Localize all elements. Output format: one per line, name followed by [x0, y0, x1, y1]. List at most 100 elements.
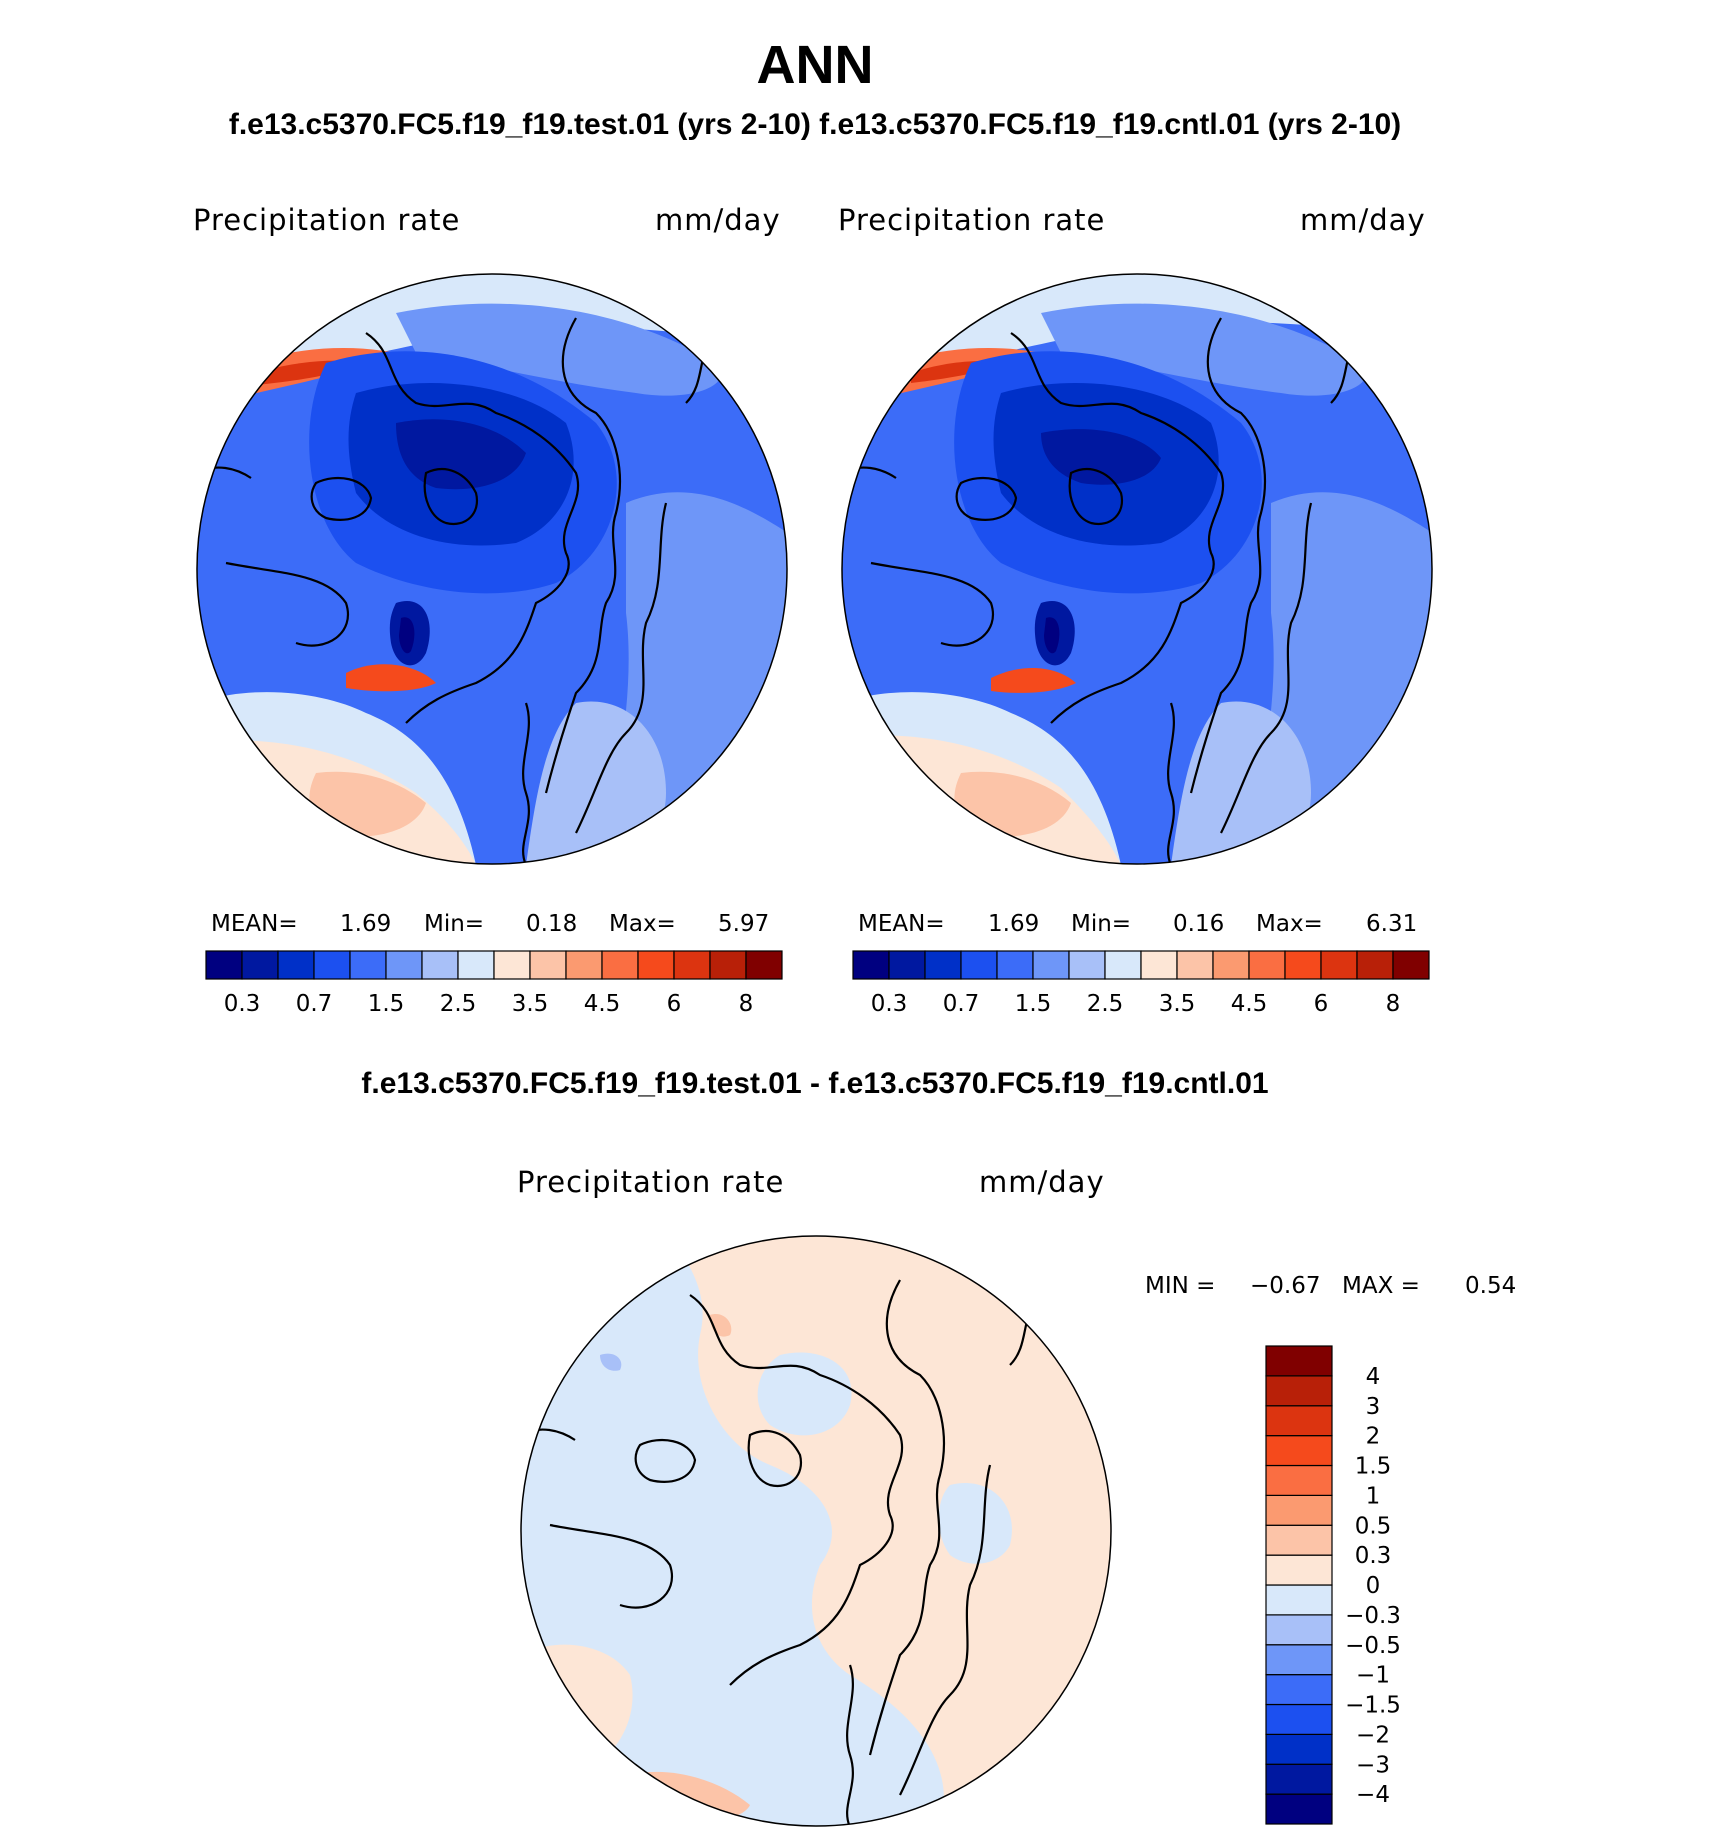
colorbar-tick-label: 1.5: [1355, 1454, 1392, 1480]
colorbar-swatch: [637, 950, 675, 980]
panel2-min-value: 0.16: [1173, 911, 1225, 937]
colorbar-swatch: [1320, 950, 1358, 980]
colorbar-swatch: [1104, 950, 1142, 980]
colorbar-swatch: [1265, 1345, 1333, 1377]
colorbar-swatch: [924, 950, 962, 980]
colorbar-swatch: [421, 950, 459, 980]
colorbar-tick-label: −3: [1356, 1752, 1390, 1778]
panel1-min-value: 0.18: [526, 911, 578, 937]
colorbar-tick-label: −0.5: [1345, 1633, 1401, 1659]
colorbar-tick-label: 0.3: [1355, 1543, 1392, 1569]
diff-max-label: MAX =: [1342, 1273, 1420, 1299]
panel2-colorbar: 0.3 0.7 1.5 2.5 3.5 4.5 6 8: [852, 950, 1430, 1017]
colorbar-tick-label: 3.5: [1159, 991, 1196, 1017]
colorbar-swatch: [1265, 1375, 1333, 1407]
colorbar-tick-label: 2.5: [440, 991, 477, 1017]
panel2-max-value: 6.31: [1366, 911, 1418, 937]
colorbar-tick-label: −0.3: [1345, 1603, 1401, 1629]
page-title: ANN: [756, 35, 874, 95]
colorbar-swatch: [457, 950, 495, 980]
colorbar-swatch: [385, 950, 423, 980]
colorbar-tick-label: 1: [1366, 1483, 1381, 1509]
panel3-units-label: mm/day: [979, 1165, 1105, 1199]
colorbar-swatch: [888, 950, 926, 980]
colorbar-tick-label: 8: [1386, 991, 1401, 1017]
colorbar-tick-label: 4.5: [584, 991, 621, 1017]
colorbar-swatch: [1265, 1494, 1333, 1526]
colorbar-swatch: [1265, 1703, 1333, 1735]
colorbar-swatch: [1265, 1554, 1333, 1586]
panel2-map: [841, 273, 1433, 865]
colorbar-swatch: [205, 950, 243, 980]
colorbar-tick-label: 1.5: [368, 991, 405, 1017]
colorbar-swatch: [996, 950, 1034, 980]
colorbar-swatch: [673, 950, 711, 980]
colorbar-swatch: [1265, 1644, 1333, 1676]
colorbar-tick-label: 0.3: [871, 991, 908, 1017]
colorbar-tick-label: 4: [1366, 1364, 1381, 1390]
colorbar-swatch: [601, 950, 639, 980]
colorbar-tick-label: 3.5: [512, 991, 549, 1017]
colorbar-tick-label: 4.5: [1231, 991, 1268, 1017]
panel2-max-label: Max=: [1256, 911, 1323, 937]
panel1-colorbar: 0.3 0.7 1.5 2.5 3.5 4.5 6 8: [205, 950, 783, 1017]
colorbar-swatch: [960, 950, 998, 980]
panel1-max-label: Max=: [609, 911, 676, 937]
colorbar-tick-label: 0: [1366, 1573, 1381, 1599]
colorbar-swatch: [1265, 1584, 1333, 1616]
colorbar-swatch: [1068, 950, 1106, 980]
colorbar-swatch: [1248, 950, 1286, 980]
colorbar-tick-label: −1.5: [1345, 1693, 1401, 1719]
panel2-min-label: Min=: [1071, 911, 1132, 937]
colorbar-swatch: [1140, 950, 1178, 980]
colorbar-swatch: [1032, 950, 1070, 980]
panel1-mean-label: MEAN=: [211, 911, 298, 937]
diff-min-label: MIN =: [1145, 1273, 1216, 1299]
colorbar-swatch: [1392, 950, 1430, 980]
colorbar-tick-label: 8: [739, 991, 754, 1017]
panel1-mean-value: 1.69: [340, 911, 392, 937]
colorbar-swatch: [349, 950, 387, 980]
colorbar-swatch: [709, 950, 747, 980]
colorbar-swatch: [1265, 1733, 1333, 1765]
colorbar-swatch: [1265, 1763, 1333, 1795]
colorbar-tick-label: −2: [1356, 1722, 1390, 1748]
panel2-units-label: mm/day: [1300, 203, 1426, 237]
colorbar-tick-label: 6: [667, 991, 682, 1017]
difference-colorbar: 4 3 2 1.5 1 0.5 0.3 0 −0.3 −0.5 −1 −1.5 −2 −3 −4: [1265, 1345, 1401, 1825]
colorbar-tick-label: 0.7: [943, 991, 980, 1017]
colorbar-tick-label: 0.3: [224, 991, 261, 1017]
panel2-variable-label: Precipitation rate: [838, 203, 1106, 237]
colorbar-swatch: [241, 950, 279, 980]
colorbar-tick-label: 3: [1366, 1394, 1381, 1420]
colorbar-swatch: [1284, 950, 1322, 980]
difference-title: f.e13.c5370.FC5.f19_f19.test.01 - f.e13.…: [361, 1067, 1269, 1100]
colorbar-tick-label: −1: [1356, 1663, 1390, 1689]
colorbar-swatch: [1265, 1464, 1333, 1496]
panel1-min-label: Min=: [424, 911, 485, 937]
colorbar-swatch: [745, 950, 783, 980]
colorbar-swatch: [529, 950, 567, 980]
colorbar-tick-label: −4: [1356, 1782, 1390, 1808]
panel2-mean-label: MEAN=: [858, 911, 945, 937]
colorbar-tick-label: 0.7: [296, 991, 333, 1017]
colorbar-tick-label: 1.5: [1015, 991, 1052, 1017]
colorbar-swatch: [1176, 950, 1214, 980]
colorbar-swatch: [1265, 1435, 1333, 1467]
colorbar-tick-label: 2.5: [1087, 991, 1124, 1017]
panel1-max-value: 5.97: [718, 911, 770, 937]
colorbar-swatch: [1265, 1674, 1333, 1706]
colorbar-swatch: [1265, 1614, 1333, 1646]
colorbar-tick-label: 0.5: [1355, 1513, 1392, 1539]
colorbar-swatch: [1356, 950, 1394, 980]
colorbar-swatch: [313, 950, 351, 980]
colorbar-swatch: [1265, 1405, 1333, 1437]
colorbar-tick-label: 6: [1314, 991, 1329, 1017]
colorbar-swatch: [277, 950, 315, 980]
colorbar-swatch: [493, 950, 531, 980]
colorbar-swatch: [1265, 1793, 1333, 1825]
panel1-units-label: mm/day: [655, 203, 781, 237]
colorbar-swatch: [852, 950, 890, 980]
panel2-mean-value: 1.69: [988, 911, 1040, 937]
colorbar-swatch: [1265, 1524, 1333, 1556]
